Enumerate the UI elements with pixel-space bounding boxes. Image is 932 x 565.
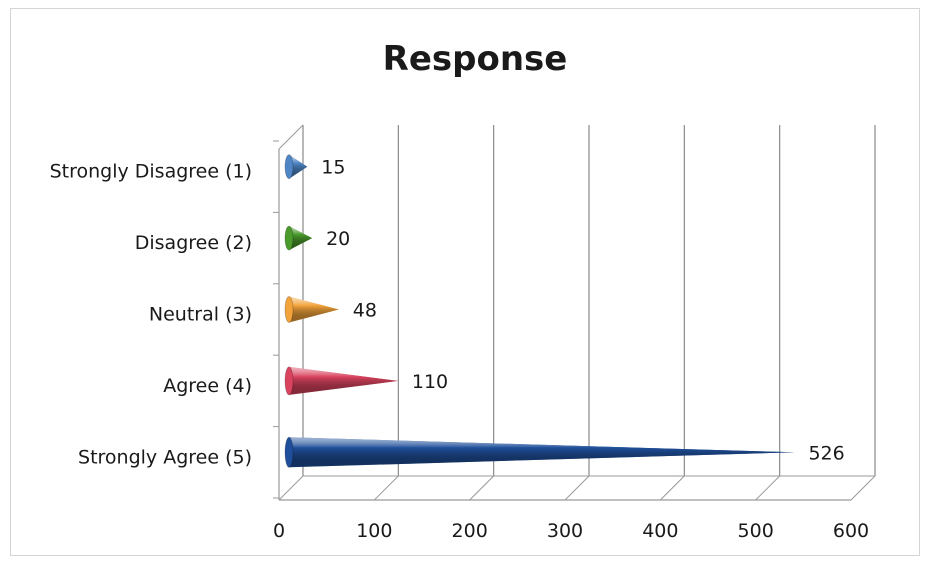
floor-line [564,475,590,501]
data-label: 15 [321,157,345,179]
category-label: Strongly Agree (5) [78,446,252,468]
x-tick-label: 600 [833,520,869,542]
wall-top-edge [278,124,304,150]
bars [284,154,795,468]
x-tick-label: 0 [273,520,285,542]
category-label: Neutral (3) [149,304,252,326]
category-label: Agree (4) [163,375,252,397]
data-label: 48 [353,300,377,322]
floor-line [469,475,495,501]
cone-shade-3 [289,296,339,323]
cone-base-1 [284,154,294,180]
cone-shade-5 [289,437,795,468]
floor-line [659,475,685,501]
cone-base-3 [284,296,294,323]
data-label: 526 [808,442,844,464]
cone-base-2 [284,225,294,251]
labels: 0 100 200 300 400 500 600 Strongly Disagree (1)… [50,157,870,542]
x-tick-label: 100 [356,520,392,542]
floor-line [755,475,781,501]
chart-frame [10,8,920,556]
x-tick-label: 300 [547,520,583,542]
floor-line [373,475,399,501]
chart-title: Response [383,39,568,79]
data-label: 110 [412,371,448,393]
cone-base-5 [284,436,294,468]
cone-shade-2 [289,226,313,251]
x-tick-label: 500 [738,520,774,542]
x-tick-label: 400 [642,520,678,542]
floor-line [850,475,876,501]
category-label: Disagree (2) [135,232,252,254]
cone-shade-4 [289,366,398,395]
x-tick-label: 200 [452,520,488,542]
floor-line [278,475,304,501]
cone-shade-1 [289,154,308,179]
category-label: Strongly Disagree (1) [50,161,252,183]
data-label: 20 [326,228,350,250]
cone-base-4 [284,366,294,396]
